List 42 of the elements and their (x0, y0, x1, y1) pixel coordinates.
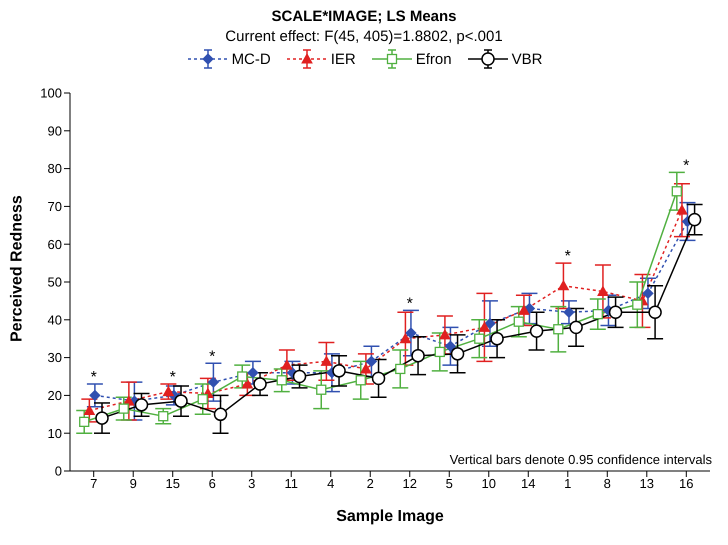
y-tick-label: 60 (48, 236, 62, 252)
y-tick-label: 70 (48, 199, 62, 214)
annotation: * (209, 348, 216, 366)
y-tick-label: 40 (48, 312, 62, 328)
x-tick-label: 16 (679, 476, 694, 492)
x-tick-label: 12 (402, 476, 417, 492)
legend-label: Efron (416, 50, 452, 68)
y-tick-label: 80 (48, 161, 62, 176)
legend-label: VBR (512, 50, 542, 68)
chart-subtitle: Current effect: F(45, 405)=1.8802, p<.001 (224, 28, 504, 45)
y-tick-label: 50 (48, 274, 62, 290)
y-tick-label: 100 (40, 86, 62, 101)
annotation: * (564, 248, 571, 266)
chart-title: SCALE*IMAGE; LS Means (270, 8, 458, 25)
x-tick-label: 8 (604, 476, 611, 492)
annotation: * (683, 157, 690, 174)
y-tick-label: 0 (54, 464, 62, 479)
x-tick-label: 13 (640, 476, 654, 492)
x-axis-title: Sample Image (336, 508, 444, 525)
y-tick-label: 10 (48, 426, 62, 441)
legend-label: MC-D (232, 50, 271, 68)
x-tick-label: 5 (446, 476, 453, 492)
x-tick-label: 14 (521, 476, 536, 492)
x-tick-label: 4 (327, 476, 334, 492)
legend-label: IER (330, 50, 356, 68)
x-tick-label: 11 (284, 476, 298, 492)
annotation: * (170, 369, 176, 386)
y-tick-label: 30 (48, 350, 62, 366)
y-axis-title: Perceived Redness (8, 195, 26, 342)
annotation: Vertical bars denote 0.95 confidence intervals (450, 452, 712, 467)
y-tick-label: 20 (48, 388, 62, 404)
x-tick-label: 1 (564, 476, 572, 492)
y-tick-label: 90 (48, 123, 62, 138)
x-tick-label: 2 (366, 476, 374, 492)
x-tick-label: 7 (90, 476, 98, 492)
x-tick-label: 15 (165, 476, 180, 492)
x-tick-label: 9 (130, 476, 137, 492)
x-tick-label: 10 (482, 476, 496, 492)
annotation: * (90, 369, 97, 386)
x-tick-label: 3 (248, 476, 256, 492)
annotation: * (406, 295, 413, 312)
x-tick-label: 6 (208, 476, 216, 492)
